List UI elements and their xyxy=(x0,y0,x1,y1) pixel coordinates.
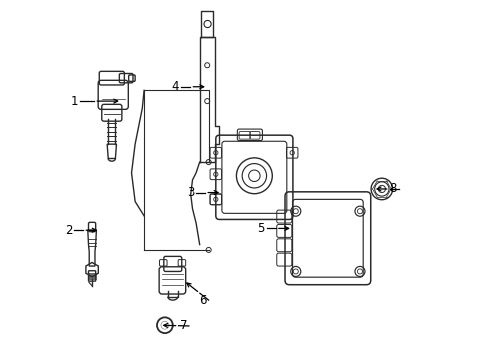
Text: 5: 5 xyxy=(257,222,264,235)
Text: 2: 2 xyxy=(65,224,72,237)
Text: 7: 7 xyxy=(179,319,187,332)
Text: 4: 4 xyxy=(171,80,179,93)
Text: 8: 8 xyxy=(389,183,396,195)
Text: 6: 6 xyxy=(199,294,206,307)
Text: 3: 3 xyxy=(186,186,194,199)
Text: 1: 1 xyxy=(70,95,78,108)
